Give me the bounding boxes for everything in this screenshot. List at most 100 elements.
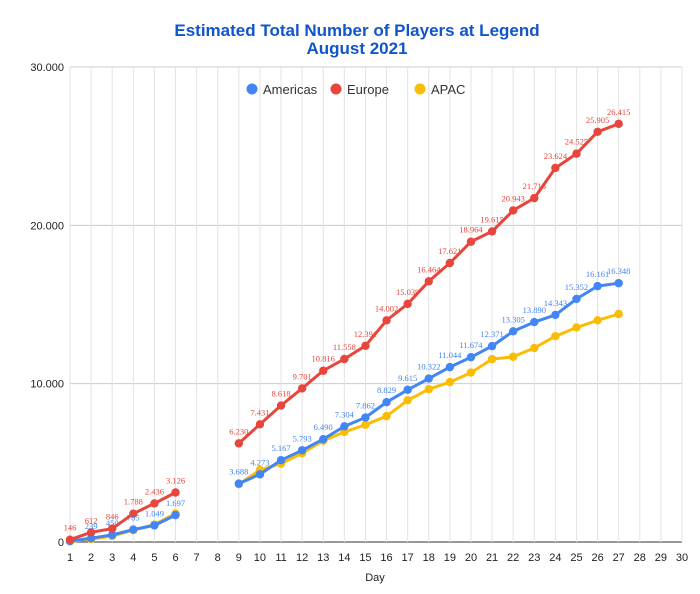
data-point [108,524,117,533]
data-point [593,127,602,137]
data-label: 239 [85,521,98,531]
chart-title: Estimated Total Number of Players at Leg… [174,21,539,40]
data-label: 20.943 [501,193,524,203]
data-label: 8.829 [377,385,396,395]
x-tick-label: 26 [591,552,603,564]
data-label: 7.304 [335,409,355,419]
data-point [530,317,539,327]
data-point [234,439,244,448]
x-tick-label: 9 [236,552,242,564]
data-point [276,455,286,465]
x-tick-label: 19 [444,552,456,564]
data-label: 1.049 [145,508,164,518]
legend-label: Europe [347,82,389,97]
x-tick-label: 12 [296,552,308,564]
x-tick-label: 22 [507,552,519,564]
y-tick-label: 0 [58,537,64,549]
data-point [466,237,476,246]
data-point [361,420,370,430]
data-point [297,446,307,455]
y-tick-label: 30.000 [30,62,64,74]
data-point [129,525,138,534]
data-label: 13.890 [523,305,546,315]
grid-lines [69,66,683,543]
data-point [572,323,581,332]
legend-marker [414,83,426,95]
data-point [466,368,476,377]
data-point [297,384,307,393]
data-label: 16.161 [586,269,609,279]
x-tick-label: 20 [465,552,477,564]
x-tick-label: 27 [613,552,625,564]
data-point [572,149,581,158]
data-point [614,278,623,288]
data-point [593,316,602,325]
data-point [86,534,96,543]
data-point [319,435,328,444]
data-label: 2.436 [145,486,164,496]
data-label: 15.352 [565,282,588,292]
data-point [508,327,518,336]
data-label: 21.718 [523,181,546,191]
data-point [466,352,476,362]
x-tick-label: 18 [423,552,435,564]
x-tick-label: 15 [359,552,371,564]
series-layer [65,119,623,546]
data-label: 26.415 [607,107,630,117]
x-tick-label: 4 [130,552,136,564]
x-tick-label: 21 [486,552,498,564]
data-point [551,163,560,173]
data-label: 9.701 [293,371,312,381]
data-label: 7.862 [356,401,375,411]
data-point [403,385,412,394]
legend: Americas Europe APAC [246,82,465,97]
y-tick-label: 10.000 [30,379,64,391]
data-point [255,470,265,479]
data-label: 10.816 [312,354,335,364]
x-tick-label: 8 [215,552,221,564]
x-tick-label: 2 [88,552,94,564]
data-label: 18.964 [459,225,483,235]
data-label: 11.558 [333,342,356,352]
x-tick-label: 30 [676,552,688,564]
data-point [424,374,433,383]
series-europe [65,119,623,544]
data-label: 11.674 [459,340,483,350]
data-point [530,343,539,353]
x-tick-label: 7 [194,552,200,564]
x-tick-label: 24 [549,552,561,564]
x-tick-label: 16 [380,552,392,564]
x-tick-label: 13 [317,552,329,564]
data-label: 10.322 [417,362,440,372]
data-point [551,310,560,320]
data-label: 16.464 [417,264,441,274]
series-americas [65,278,623,546]
data-point [382,411,391,421]
data-point [445,362,455,372]
data-point [171,488,180,497]
data-point [361,413,370,422]
data-label: 8.618 [271,389,290,399]
x-tick-label: 28 [634,552,646,564]
data-point [508,206,518,215]
data-label: 25.905 [586,115,609,125]
data-point [445,258,455,268]
data-label: 1.788 [124,497,143,507]
data-label: 15.039 [396,287,419,297]
data-point [487,341,497,351]
data-label: 19.615 [480,214,503,224]
data-label: 13.305 [501,314,524,324]
data-label: 24.525 [565,137,588,147]
x-tick-label: 11 [275,552,286,564]
data-point [614,309,623,319]
data-label: 7.431 [250,407,269,417]
x-tick-label: 23 [528,552,540,564]
x-tick-label: 29 [655,552,667,564]
legend-label: APAC [431,82,465,97]
data-point [129,509,138,518]
data-label: 16.348 [607,266,630,276]
data-point [403,299,412,309]
